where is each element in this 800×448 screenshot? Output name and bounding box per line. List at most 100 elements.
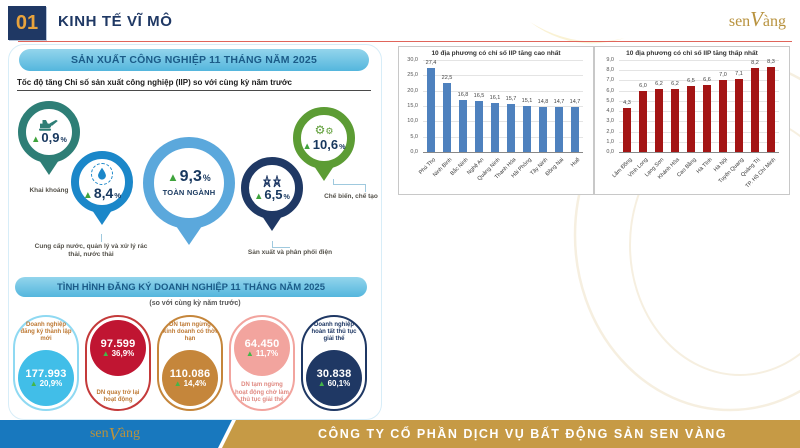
y-tick-label: 4,0 [606,108,614,115]
y-tick-label: 15,0 [407,103,418,109]
stat-returning-enterprises: 97.599 ▲ 36,9% DN quay trở lại hoạt động [85,315,151,411]
bar [655,88,663,152]
x-tick-label: TP. Hồ Chí Minh [744,157,778,190]
bar [555,106,563,152]
y-tick-label: 5,0 [410,133,418,140]
chart-lowest-iip: 10 địa phương có chỉ số IIP tăng thấp nh… [594,46,790,195]
excavator-icon [39,120,58,132]
company-name: CÔNG TY CỔ PHẦN DỊCH VỤ BẤT ĐỘNG SẢN SEN… [318,427,727,441]
bar-value-label: 27,4 [425,59,437,66]
bar-value-label: 8,3 [767,59,775,66]
y-tick-label: 9,0 [606,57,614,63]
bar [539,106,547,152]
iip-subtitle: Tốc độ tăng Chỉ số sản xuất công nghiệp … [17,78,371,91]
bubble-tail [314,166,334,181]
stat-suspended-enterprises: DN tạm ngừng kinh doanh có thời hạn 110.… [157,315,223,411]
stat-circle: 177.993 ▲ 20,9% [18,350,74,406]
y-tick-label: 20,0 [407,87,418,94]
bar [639,90,647,152]
stat-circle: 110.086 ▲ 14,4% [162,350,218,406]
plot-area: 4,3 6,0 6,2 6,2 6,5 6,6 7,0 7,1 8,2 8,3 [619,59,779,153]
bar [523,105,531,152]
stat-awaiting-dissolution: 64.450 ▲ 11,7% DN tạm ngừng hoạt động chờ… [229,315,295,411]
bar-value-label: 4,3 [623,100,631,107]
gridline [423,60,583,61]
bar [623,108,631,152]
bar-value-label: 7,0 [719,72,727,79]
label-manufacturing: Chế biến, chế tạo [324,193,378,200]
bubble-tail [176,226,202,245]
sector-total: ▲ 9,3% TOÀN NGÀNH [143,137,235,245]
gridline [619,141,779,143]
x-tick-label: Huế [569,157,582,169]
bar-value-label: 6,6 [703,76,711,83]
bar [671,88,679,152]
gridline [619,111,779,113]
bar [491,102,499,152]
connector-line [272,241,273,248]
connector-line [272,247,290,248]
gridline [619,131,779,133]
bar-value-label: 15,7 [505,95,517,102]
footer-gold-band [222,420,800,448]
gridline [619,100,779,102]
stat-circle: 97.599 ▲ 36,9% [90,320,146,376]
gridline [423,136,583,138]
sector-mining: ▲ 0,9% [18,101,80,175]
bar [687,85,695,152]
bar [571,106,579,152]
stat-circle: 64.450 ▲ 11,7% [234,320,290,376]
bar-value-label: 6,2 [671,80,679,87]
bar-value-label: 16,1 [489,94,501,101]
y-axis: 0,0 5,0 10,0 15,0 20,0 25,0 30,0 [401,57,421,155]
bar-value-label: 14,8 [537,98,549,105]
bar-value-label: 16,8 [457,92,469,99]
stat-dissolved-enterprises: Doanh nghiệp hoàn tất thủ tục giải thể 3… [301,315,367,411]
bar-value-label: 14,7 [569,98,581,105]
gridline [423,106,583,107]
bubble-tail [262,216,282,231]
bar-value-label: 6,0 [639,82,647,89]
gridline [423,90,583,92]
connector-line [333,179,334,185]
gridline [619,121,779,123]
label-mining: Khai khoáng [29,187,69,194]
bar-value-label: 22,5 [441,75,453,81]
bar [719,80,727,152]
bubble-tail [92,210,112,225]
bar [507,103,515,152]
chart-highest-iip: 10 địa phương có chỉ số IIP tăng cao nhấ… [398,46,594,195]
y-axis: 0,0 1,0 2,0 3,0 4,0 5,0 6,0 7,0 8,0 9,0 [597,57,617,155]
gridline [423,121,583,123]
connector-line [333,184,365,185]
bar [427,67,435,152]
x-axis-labels: Lâm Đồng Vĩnh Long Lạng Sơn Khánh Hòa Cao Bằ… [611,155,779,191]
bar [459,100,467,152]
bar-value-label: 8,2 [751,60,759,67]
connector-line [101,234,102,242]
y-tick-label: 25,0 [407,72,418,79]
total-industry-label: TOÀN NGÀNH [162,188,216,198]
y-tick-label: 0,0 [606,149,614,155]
bar-value-label: 6,2 [655,80,663,87]
bar [703,84,711,152]
iip-panel: SẢN XUẤT CÔNG NGHIỆP 11 THÁNG NĂM 2025 T… [8,44,382,420]
y-tick-label: 2,0 [606,128,614,135]
bar [751,68,759,152]
chart-title: 10 địa phương có chỉ số IIP tăng cao nhấ… [431,50,561,57]
y-tick-label: 1,0 [606,138,614,145]
power-pylon-icon [263,174,281,188]
gridline [619,90,779,92]
y-tick-label: 8,0 [606,67,614,74]
section-number: 01 [8,6,46,40]
sector-electricity: ▲ 6,5% [241,157,303,231]
sector-water: ▲ 8,4% [71,151,133,225]
senvang-logo: senVàng [728,8,786,31]
bar-value-label: 15,1 [521,97,533,104]
gridline [619,70,779,72]
business-stats: Doanh nghiệp đăng ký thành lập mới 177.9… [13,315,367,411]
x-tick-label: Hà Tĩnh [695,157,714,176]
y-tick-label: 0,0 [410,149,418,155]
bar-value-label: 16,5 [473,93,485,100]
